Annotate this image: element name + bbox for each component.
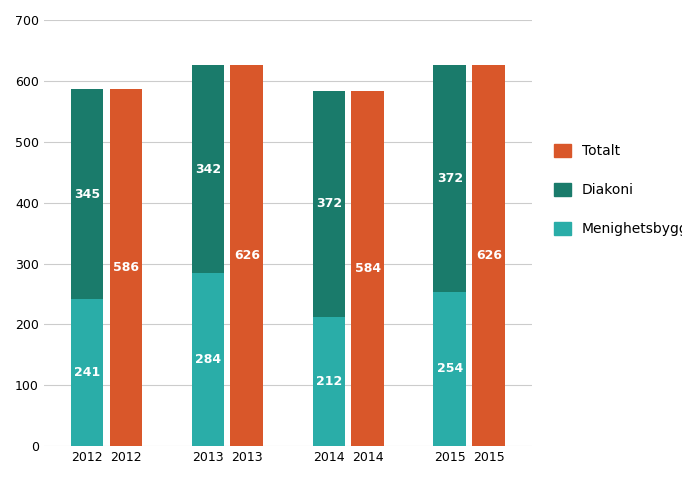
Bar — [231, 65, 263, 446]
Bar — [71, 299, 104, 446]
Bar — [71, 90, 104, 299]
Text: 626: 626 — [476, 249, 502, 262]
Legend: Totalt, Diakoni, Menighetsbygging: Totalt, Diakoni, Menighetsbygging — [548, 139, 682, 242]
Text: 254: 254 — [436, 362, 463, 376]
Text: 241: 241 — [74, 366, 100, 379]
Bar — [312, 317, 345, 446]
Text: 586: 586 — [113, 261, 139, 274]
Bar — [434, 292, 466, 446]
Bar — [192, 273, 224, 446]
Text: 342: 342 — [195, 163, 221, 176]
Text: 284: 284 — [195, 353, 221, 366]
Text: 584: 584 — [355, 262, 381, 275]
Bar — [434, 65, 466, 292]
Text: 345: 345 — [74, 188, 100, 201]
Text: 212: 212 — [316, 375, 342, 388]
Text: 372: 372 — [437, 172, 463, 185]
Bar — [312, 91, 345, 317]
Bar — [473, 65, 505, 446]
Text: 372: 372 — [316, 197, 342, 210]
Bar — [351, 91, 384, 446]
Bar — [110, 90, 143, 446]
Text: 626: 626 — [234, 249, 260, 262]
Bar — [192, 65, 224, 273]
